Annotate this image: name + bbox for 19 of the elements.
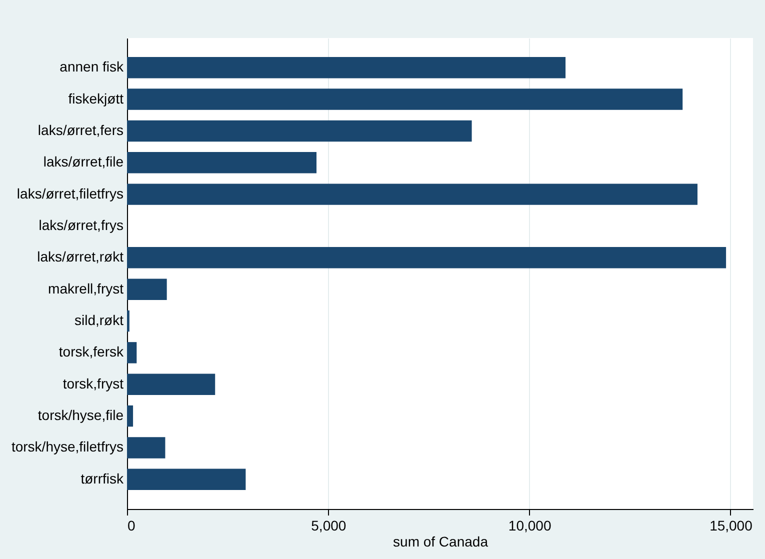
y-tick-label: torsk,fryst	[62, 375, 124, 392]
y-tick-label: makrell,fryst	[48, 280, 124, 296]
x-tick-label: 0	[128, 518, 136, 534]
x-axis-title: sum of Canada	[393, 534, 488, 550]
y-tick-label: torsk,fersk	[58, 344, 124, 360]
y-tick-label: fiskekjøtt	[68, 90, 124, 106]
y-tick-label: torsk/hyse,filetfrys	[11, 438, 124, 455]
y-tick-label: laks/ørret,frys	[38, 216, 124, 233]
y-tick-label: laks/ørret,file	[43, 154, 124, 170]
y-tick-label: tørrfisk	[80, 470, 124, 486]
y-tick-label: sild,røkt	[74, 312, 124, 328]
y-tick-label: annen fisk	[60, 58, 124, 75]
y-tick-label: torsk/hyse,file	[38, 407, 124, 424]
y-tick-label: laks/ørret,fers	[38, 122, 124, 138]
x-tick-label: 5,000	[311, 518, 346, 534]
y-tick-label: laks/ørret,røkt	[37, 248, 124, 265]
y-tick-label: laks/ørret,filetfrys	[16, 185, 124, 202]
x-tick-label: 15,000	[710, 518, 753, 534]
x-tick-label: 10,000	[508, 518, 552, 534]
